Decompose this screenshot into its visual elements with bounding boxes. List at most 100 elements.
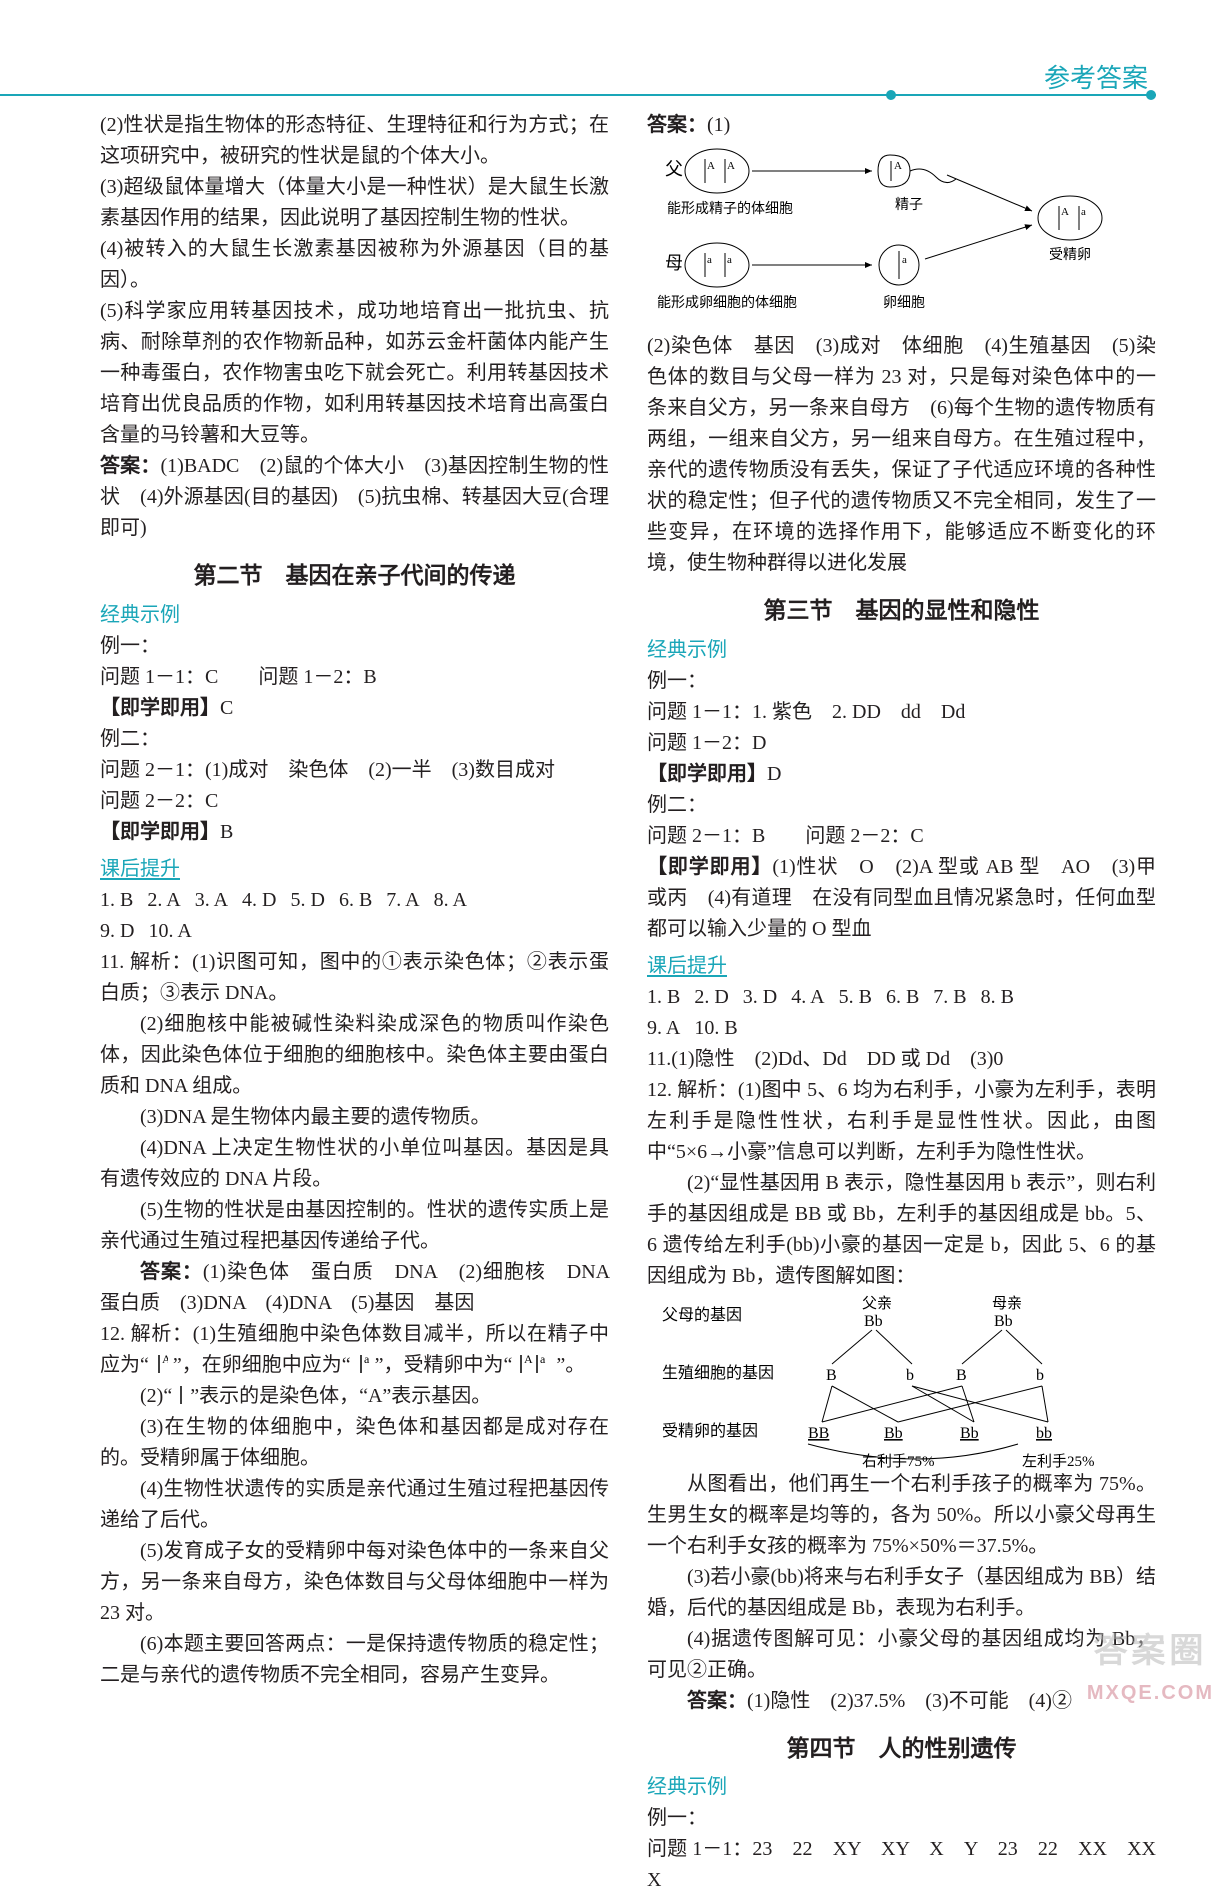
explain: (4)生物性状遗传的实质是亲代通过生殖过程把基因传递给了后代。 [100,1474,609,1536]
example-label: 例二： [647,790,1156,821]
svg-text:a: a [1081,206,1086,218]
svg-text:B: B [826,1367,837,1384]
header-title: 参考答案 [1044,58,1148,98]
svg-text:a: a [707,254,712,266]
explain: 12. 解析：(1)生殖细胞中染色体数目减半，所以在精子中应为“ A ”，在卵细… [100,1319,609,1381]
explain: 11.(1)隐性 (2)Dd、Dd DD 或 Dd (3)0 [647,1044,1156,1075]
mcq-row: 9. A10. B [647,1013,1156,1044]
label-egg: 卵细胞 [883,295,925,311]
label-fert: 受精卵 [1049,247,1091,263]
svg-text:a: a [902,254,907,266]
explain: (3)DNA 是生物体内最主要的遗传物质。 [100,1102,609,1133]
explain: (5)发育成子女的受精卵中每对染色体中的一条来自父方，另一条来自母方，染色体数目… [100,1536,609,1629]
jxjy-line: 【即学即用】D [647,759,1156,790]
para: (4)被转入的大鼠生长激素基因被称为外源基因（目的基因）。 [100,234,609,296]
svg-text:A: A [727,160,735,172]
svg-text:b: b [1036,1367,1044,1384]
svg-text:母亲: 母亲 [992,1295,1022,1312]
subhead-afterclass: 课后提升 [100,854,609,885]
explain: (2)“显性基因用 B 表示，隐性基因用 b 表示”，则右利手的基因组成是 BB… [647,1168,1156,1292]
chromosome-pair-icon: A a [517,1353,551,1375]
question-line: 问题 1－1：C 问题 1－2：B [100,662,609,693]
svg-text:A: A [162,1353,168,1366]
explain: 12. 解析：(1)图中 5、6 均为右利手，小豪为左利手，表明左利手是隐性性状… [647,1075,1156,1168]
para: (3)超级鼠体量增大（体量大小是一种性状）是大鼠生长激素基因作用的结果，因此说明… [100,172,609,234]
question-line: 问题 1－2：D [647,728,1156,759]
watermark: 答案圈 MXQE.COM [1087,1625,1214,1709]
svg-text:Bb: Bb [960,1425,979,1442]
subhead-afterclass: 课后提升 [647,951,1156,982]
chromosome-icon [177,1384,185,1406]
question-line: 问题 2－1：(1)成对 染色体 (2)一半 (3)数目成对 [100,755,609,786]
chromosome-icon: a [356,1353,370,1375]
explain: (6)本题主要回答两点：一是保持遗传物质的稳定性；二是与亲代的遗传物质不完全相同… [100,1629,609,1691]
svg-text:Bb: Bb [884,1425,903,1442]
explain: 11. 解析：(1)识图可知，图中的①表示染色体；②表示蛋白质；③表示 DNA。 [100,947,609,1009]
jxjy-line: 【即学即用】(1)性状 O (2)A 型或 AB 型 AO (3)甲或丙 (4)… [647,852,1156,945]
subhead-examples: 经典示例 [647,1772,1156,1803]
para: (2)性状是指生物体的形态特征、生理特征和行为方式；在这项研究中，被研究的性状是… [100,110,609,172]
section-title: 第三节 基因的显性和隐性 [647,593,1156,629]
svg-text:Bb: Bb [864,1313,883,1330]
two-column-layout: (2)性状是指生物体的形态特征、生理特征和行为方式；在这项研究中，被研究的性状是… [100,110,1156,1896]
section-title: 第二节 基因在亲子代间的传递 [100,558,609,594]
explain: (3)在生物的体细胞中，染色体和基因都是成对存在的。受精卵属于体细胞。 [100,1412,609,1474]
para: (5)科学家应用转基因技术，成功地培育出一批抗虫、抗病、耐除草剂的农作物新品种，… [100,296,609,451]
header-rule [0,94,1156,104]
svg-text:bb: bb [1036,1425,1052,1442]
watermark-bottom: MXQE.COM [1087,1678,1214,1709]
mcq-row: 1. B2. D3. D4. A5. B6. B7. B8. B [647,982,1156,1013]
answer-text: (1)BADC (2)鼠的个体大小 (3)基因控制生物的性状 (4)外源基因(目… [100,455,609,539]
gamete-diagram: 父 A A 能形成精子的体细胞 A 精子 母 a a 能形成卵细胞的体细胞 a … [647,141,1147,321]
explain: (5)生物的性状是由基因控制的。性状的遗传实质上是亲代通过生殖过程把基因传递给子… [100,1195,609,1257]
explain: (4)DNA 上决定生物性状的小单位叫基因。基因是具有遗传效应的 DNA 片段。 [100,1133,609,1195]
svg-text:左利手25%: 左利手25% [1022,1453,1095,1469]
svg-text:Bb: Bb [994,1313,1013,1330]
explain: 从图看出，他们再生一个右利手孩子的概率为 75%。生男生女的概率是均等的，各为 … [647,1469,1156,1562]
left-column: (2)性状是指生物体的形态特征、生理特征和行为方式；在这项研究中，被研究的性状是… [100,110,609,1896]
svg-text:A: A [1061,206,1069,218]
explain: (4)据遗传图解可见：小豪父母的基因组成均为 Bb，可见②正确。 [647,1624,1156,1686]
page-header: 参考答案 [0,58,1156,104]
example-label: 例一： [647,666,1156,697]
question-line: 问题 1－1：1. 紫色 2. DD dd Dd [647,697,1156,728]
row-label: 父母的基因 [662,1306,742,1324]
svg-text:a: a [364,1353,370,1366]
row-label: 生殖细胞的基因 [662,1364,774,1382]
answer-lead: 答案：答案：(1)(1) [647,110,1156,141]
svg-text:右利手75%: 右利手75% [862,1453,935,1469]
mcq-row: 1. B2. A3. A4. D5. D6. B7. A8. A [100,885,609,916]
subhead-examples: 经典示例 [647,635,1156,666]
example-label: 例一： [100,631,609,662]
answer-line: 答案：(1)BADC (2)鼠的个体大小 (3)基因控制生物的性状 (4)外源基… [100,451,609,544]
section-title: 第四节 人的性别遗传 [647,1731,1156,1767]
answer-line: 答案：(1)染色体 蛋白质 DNA (2)细胞核 DNA 蛋白质 (3)DNA … [100,1257,609,1319]
svg-text:父亲: 父亲 [862,1295,892,1312]
row-label: 受精卵的基因 [662,1422,758,1440]
explain: (2)“ ”表示的是染色体，“A”表示基因。 [100,1381,609,1412]
svg-text:B: B [956,1367,967,1384]
explain: (2)细胞核中能被碱性染料染成深色的物质叫作染色体，因此染色体位于细胞的细胞核中… [100,1009,609,1102]
svg-text:a: a [727,254,732,266]
right-column: 答案：答案：(1)(1) 父 A A 能形成精子的体细胞 A 精子 母 a a … [647,110,1156,1896]
answer-line: 答案：(1)隐性 (2)37.5% (3)不可能 (4)② [647,1686,1156,1717]
subhead-examples: 经典示例 [100,600,609,631]
question-line: 问题 1－1：23 22 XY XY X Y 23 22 XX XX X [647,1834,1156,1896]
label-ms: 能形成卵细胞的体细胞 [657,295,797,311]
svg-text:b: b [906,1367,914,1384]
label-fs: 能形成精子的体细胞 [667,201,793,217]
label-sperm: 精子 [895,197,923,213]
label-father: 父 [665,159,683,179]
watermark-top: 答案圈 [1087,1625,1214,1678]
jxjy-line: 【即学即用】B [100,817,609,848]
inheritance-tree: 父母的基因 父亲母亲 BbBb 生殖细胞的基因 Bb Bb 受精卵的基因 BB … [652,1294,1152,1469]
svg-text:BB: BB [808,1425,829,1442]
mcq-row: 9. D10. A [100,916,609,947]
chromosome-icon: A [154,1353,168,1375]
example-label: 例二： [100,724,609,755]
explain: (3)若小豪(bb)将来与右利手女子（基因组成为 BB）结婚，后代的基因组成是 … [647,1562,1156,1624]
svg-text:A: A [894,160,902,172]
question-line: 问题 2－1：B 问题 2－2：C [647,821,1156,852]
para: (2)染色体 基因 (3)成对 体细胞 (4)生殖基因 (5)染色体的数目与父母… [647,331,1156,579]
example-label: 例一： [647,1803,1156,1834]
